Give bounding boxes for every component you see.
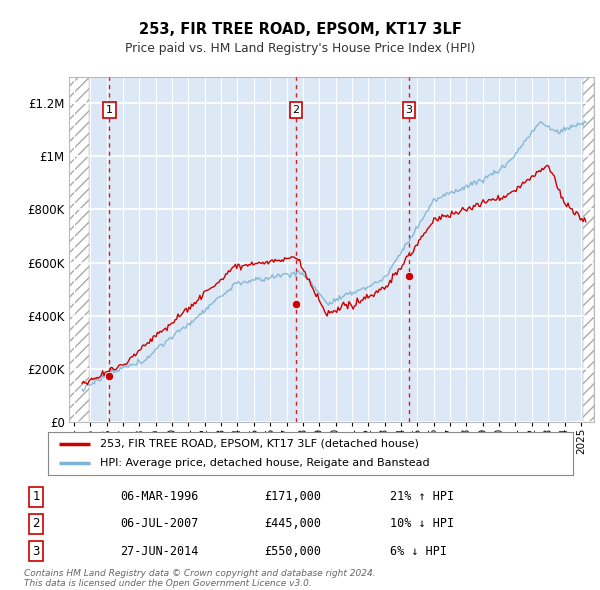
- Text: 10% ↓ HPI: 10% ↓ HPI: [390, 517, 454, 530]
- Text: 3: 3: [406, 105, 413, 115]
- Text: 21% ↑ HPI: 21% ↑ HPI: [390, 490, 454, 503]
- Text: £171,000: £171,000: [264, 490, 321, 503]
- Bar: [583, 77, 594, 422]
- Text: 1: 1: [106, 105, 113, 115]
- Text: 06-MAR-1996: 06-MAR-1996: [120, 490, 199, 503]
- Text: £445,000: £445,000: [264, 517, 321, 530]
- Text: 06-JUL-2007: 06-JUL-2007: [120, 517, 199, 530]
- Text: 1: 1: [32, 490, 40, 503]
- Text: 3: 3: [32, 545, 40, 558]
- Text: £550,000: £550,000: [264, 545, 321, 558]
- Text: 2: 2: [32, 517, 40, 530]
- Text: 2: 2: [292, 105, 299, 115]
- Text: 253, FIR TREE ROAD, EPSOM, KT17 3LF (detached house): 253, FIR TREE ROAD, EPSOM, KT17 3LF (det…: [101, 438, 419, 448]
- Text: 253, FIR TREE ROAD, EPSOM, KT17 3LF: 253, FIR TREE ROAD, EPSOM, KT17 3LF: [139, 22, 461, 37]
- Text: 27-JUN-2014: 27-JUN-2014: [120, 545, 199, 558]
- Text: Price paid vs. HM Land Registry's House Price Index (HPI): Price paid vs. HM Land Registry's House …: [125, 42, 475, 55]
- Text: Contains HM Land Registry data © Crown copyright and database right 2024.
This d: Contains HM Land Registry data © Crown c…: [24, 569, 376, 588]
- Bar: [69, 77, 89, 422]
- Text: 6% ↓ HPI: 6% ↓ HPI: [390, 545, 447, 558]
- Text: HPI: Average price, detached house, Reigate and Banstead: HPI: Average price, detached house, Reig…: [101, 458, 430, 468]
